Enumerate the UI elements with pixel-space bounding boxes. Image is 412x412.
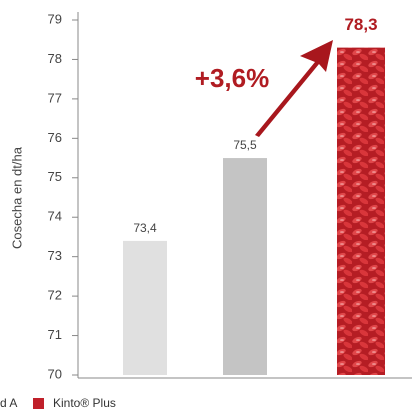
- y-tick-label: 74: [48, 209, 62, 224]
- legend-swatch: [33, 398, 44, 409]
- y-axis-label: Cosecha en dt/ha: [9, 146, 24, 249]
- value-label: 75,5: [233, 138, 257, 152]
- y-tick-label: 73: [48, 248, 62, 263]
- y-tick-label: 77: [48, 90, 62, 105]
- y-tick-label: 76: [48, 130, 62, 145]
- y-tick-label: 72: [48, 288, 62, 303]
- legend-label: d A: [0, 396, 17, 410]
- y-tick-label: 71: [48, 327, 62, 342]
- arrow: [255, 40, 333, 137]
- bar: [337, 47, 385, 375]
- value-label: 78,3: [344, 15, 377, 34]
- y-tick-label: 78: [48, 51, 62, 66]
- annotation: +3,6%: [195, 63, 269, 93]
- y-tick-label: 79: [48, 11, 62, 26]
- bar: [223, 158, 267, 375]
- y-tick-label: 75: [48, 169, 62, 184]
- value-label: 73,4: [133, 221, 157, 235]
- legend-label: Kinto® Plus: [53, 396, 116, 410]
- y-tick-label: 70: [48, 366, 62, 381]
- bar: [123, 240, 167, 375]
